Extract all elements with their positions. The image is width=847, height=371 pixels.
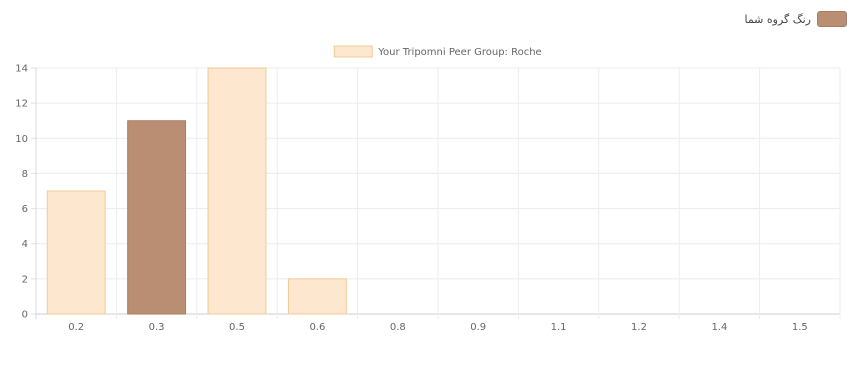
bar-0.5[interactable]	[207, 67, 267, 315]
y-tick-label: 14	[15, 64, 28, 75]
y-axis-ticks: 0 2 4 6 8 10 12 14	[15, 64, 28, 321]
x-tick-label: 0.3	[149, 322, 165, 333]
x-tick-label: 0.5	[229, 322, 245, 333]
bar-0.6[interactable]	[287, 278, 347, 315]
bar-0.2[interactable]	[46, 190, 106, 315]
bars	[46, 67, 347, 315]
x-tick-label: 0.9	[470, 322, 486, 333]
x-tick-label: 1.1	[551, 322, 567, 333]
chart-legend[interactable]: Your Tripomni Peer Group: Roche	[333, 45, 542, 58]
x-axis-ticks: 0.2 0.3 0.5 0.6 0.8 0.9 1.1 1.2 1.4 1.5	[68, 322, 808, 333]
x-tick-label: 1.5	[792, 322, 808, 333]
x-tick-label: 0.8	[390, 322, 406, 333]
your-group-legend: رنگ گروه شما	[744, 10, 847, 28]
y-tick-label: 6	[22, 204, 28, 215]
x-tick-label: 0.2	[68, 322, 84, 333]
bar-0.3[interactable]	[127, 120, 187, 315]
y-tick-label: 12	[15, 99, 28, 110]
y-tick-label: 2	[22, 274, 28, 285]
x-tick-label: 1.2	[631, 322, 647, 333]
your-group-legend-label: رنگ گروه شما	[744, 12, 811, 26]
y-tick-label: 10	[15, 134, 28, 145]
y-tick-label: 8	[22, 169, 28, 180]
chart-legend-swatch	[333, 45, 373, 58]
chart-legend-label: Your Tripomni Peer Group: Roche	[377, 47, 541, 58]
x-tick-label: 1.4	[711, 322, 727, 333]
y-tick-label: 0	[22, 310, 28, 321]
y-tick-label: 4	[22, 239, 28, 250]
x-tick-label: 0.6	[309, 322, 325, 333]
